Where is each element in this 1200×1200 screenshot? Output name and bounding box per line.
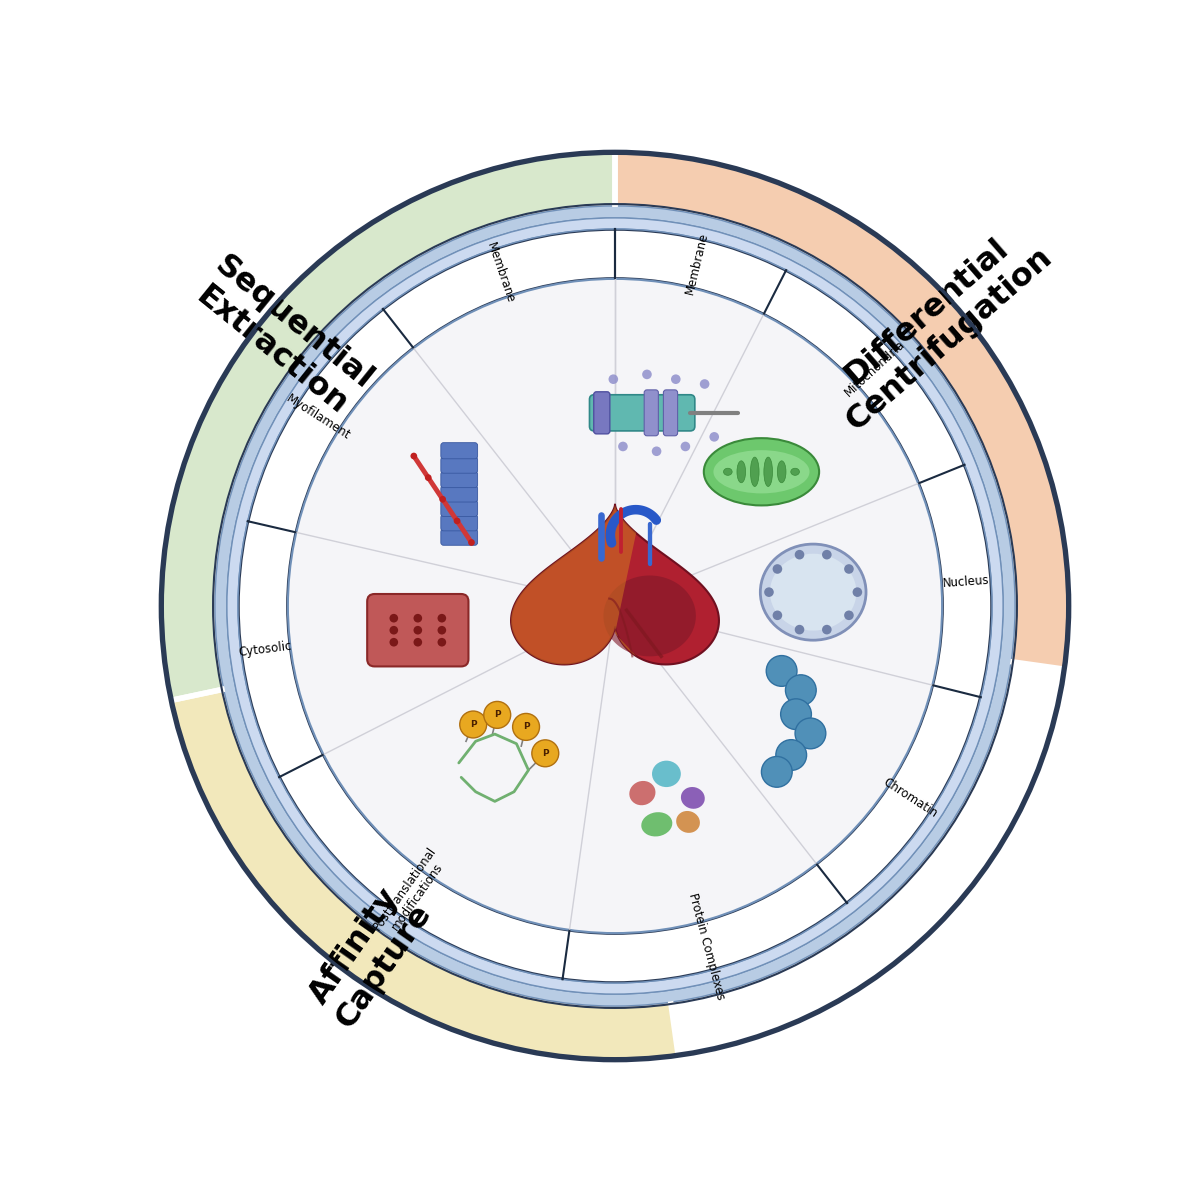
Circle shape: [390, 614, 398, 623]
Ellipse shape: [724, 468, 732, 475]
Circle shape: [764, 587, 774, 596]
Ellipse shape: [778, 461, 786, 482]
Circle shape: [786, 674, 816, 706]
Circle shape: [162, 154, 1068, 1058]
Circle shape: [773, 611, 782, 620]
Circle shape: [844, 611, 853, 620]
FancyBboxPatch shape: [594, 391, 610, 434]
Circle shape: [796, 718, 826, 749]
Circle shape: [781, 698, 811, 730]
Text: Affinity
Capture: Affinity Capture: [301, 878, 438, 1034]
Ellipse shape: [750, 457, 760, 486]
Circle shape: [844, 564, 853, 574]
Text: Membrane: Membrane: [684, 232, 710, 296]
FancyBboxPatch shape: [589, 395, 695, 431]
Text: Posttranslational
modifications: Posttranslational modifications: [371, 844, 451, 941]
Text: Myofilament: Myofilament: [283, 391, 353, 442]
Ellipse shape: [680, 787, 704, 809]
Text: Protein Complexes: Protein Complexes: [685, 892, 727, 1001]
FancyBboxPatch shape: [440, 529, 478, 545]
Text: P: P: [523, 722, 529, 731]
Circle shape: [680, 442, 690, 451]
Circle shape: [414, 626, 422, 635]
FancyBboxPatch shape: [664, 390, 678, 436]
Polygon shape: [604, 576, 696, 656]
Text: Nucleus: Nucleus: [942, 574, 990, 589]
Circle shape: [390, 638, 398, 647]
Circle shape: [762, 756, 792, 787]
Ellipse shape: [629, 781, 655, 805]
Circle shape: [512, 714, 540, 740]
Wedge shape: [239, 230, 991, 982]
Polygon shape: [511, 505, 636, 665]
Circle shape: [414, 638, 422, 647]
FancyBboxPatch shape: [440, 515, 478, 530]
Ellipse shape: [652, 761, 680, 787]
Ellipse shape: [791, 468, 799, 475]
Circle shape: [794, 550, 804, 559]
Wedge shape: [227, 218, 1003, 994]
Circle shape: [642, 370, 652, 379]
Text: Membrane: Membrane: [484, 241, 517, 305]
Circle shape: [288, 278, 942, 934]
Ellipse shape: [676, 811, 700, 833]
Circle shape: [822, 625, 832, 635]
Circle shape: [532, 740, 559, 767]
Ellipse shape: [714, 450, 810, 493]
Text: Cytosolic: Cytosolic: [239, 640, 293, 659]
Wedge shape: [616, 154, 1068, 670]
Circle shape: [468, 539, 475, 546]
Polygon shape: [511, 505, 719, 665]
Circle shape: [438, 614, 446, 623]
Circle shape: [438, 626, 446, 635]
Circle shape: [767, 655, 797, 686]
Text: Mitochondria: Mitochondria: [841, 337, 907, 398]
Circle shape: [822, 550, 832, 559]
Circle shape: [390, 626, 398, 635]
Wedge shape: [162, 154, 616, 700]
Ellipse shape: [761, 544, 866, 640]
Circle shape: [709, 432, 719, 442]
Wedge shape: [172, 690, 678, 1058]
Circle shape: [454, 517, 461, 524]
Circle shape: [794, 625, 804, 635]
Circle shape: [438, 638, 446, 647]
Text: Sequential
Extraction: Sequential Extraction: [186, 250, 379, 424]
Text: Chromatin: Chromatin: [881, 775, 940, 820]
Circle shape: [776, 739, 806, 770]
Wedge shape: [215, 206, 1015, 1006]
Circle shape: [773, 564, 782, 574]
FancyBboxPatch shape: [367, 594, 468, 666]
Circle shape: [852, 587, 862, 596]
Circle shape: [608, 374, 618, 384]
FancyBboxPatch shape: [440, 457, 478, 473]
Ellipse shape: [764, 457, 773, 486]
FancyBboxPatch shape: [644, 390, 659, 436]
Circle shape: [460, 712, 487, 738]
FancyBboxPatch shape: [440, 472, 478, 487]
Text: P: P: [542, 749, 548, 758]
FancyBboxPatch shape: [440, 443, 478, 458]
Circle shape: [618, 442, 628, 451]
Ellipse shape: [641, 812, 672, 836]
Text: Differential
Centrifugation: Differential Centrifugation: [817, 214, 1058, 437]
Circle shape: [652, 446, 661, 456]
Circle shape: [439, 496, 446, 503]
Ellipse shape: [770, 553, 857, 630]
Ellipse shape: [737, 461, 745, 482]
FancyBboxPatch shape: [440, 486, 478, 502]
Circle shape: [484, 702, 511, 728]
Circle shape: [414, 614, 422, 623]
Ellipse shape: [704, 438, 820, 505]
Text: P: P: [470, 720, 476, 728]
Circle shape: [671, 374, 680, 384]
Text: P: P: [494, 710, 500, 719]
Circle shape: [425, 474, 432, 481]
Circle shape: [700, 379, 709, 389]
FancyBboxPatch shape: [440, 500, 478, 516]
Circle shape: [410, 452, 418, 460]
